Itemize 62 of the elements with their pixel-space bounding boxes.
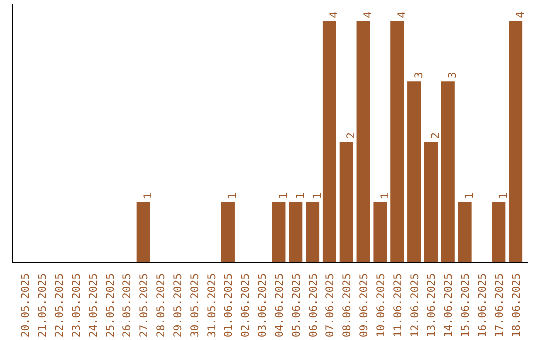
bar bbox=[492, 202, 506, 262]
x-tick-label: 13.06.2025 bbox=[425, 274, 438, 338]
x-tick-label: 24.05.2025 bbox=[86, 274, 100, 338]
x-tick-label: 26.05.2025 bbox=[120, 274, 134, 338]
x-tick-label: 09.06.2025 bbox=[358, 274, 371, 338]
data-label: 4 bbox=[328, 12, 341, 18]
x-tick-label: 11.06.2025 bbox=[391, 274, 404, 338]
bar bbox=[374, 202, 388, 262]
x-tick-label: 31.05.2025 bbox=[205, 274, 218, 338]
bar bbox=[322, 21, 336, 262]
x-tick-label: 20.05.2025 bbox=[19, 274, 32, 338]
x-tick-label: 04.06.2025 bbox=[272, 274, 286, 338]
data-label: 1 bbox=[226, 192, 240, 200]
x-tick-label: 10.06.2025 bbox=[374, 274, 388, 338]
x-tick-label: 07.06.2025 bbox=[324, 274, 337, 338]
x-tick-label: 28.05.2025 bbox=[154, 274, 168, 338]
x-tick-label: 22.05.2025 bbox=[53, 274, 66, 338]
data-label: 3 bbox=[446, 72, 460, 79]
x-tick-label: 27.05.2025 bbox=[138, 274, 151, 338]
data-label: 1 bbox=[496, 192, 510, 200]
bar bbox=[390, 21, 404, 262]
data-label: 1 bbox=[463, 192, 476, 200]
data-label: 4 bbox=[395, 12, 408, 18]
x-tick-label: 05.06.2025 bbox=[290, 274, 303, 338]
data-label: 2 bbox=[344, 132, 358, 139]
x-tick-label: 03.06.2025 bbox=[256, 274, 270, 338]
x-tick-label: 16.06.2025 bbox=[476, 274, 489, 338]
bar bbox=[340, 142, 354, 262]
data-label: 4 bbox=[514, 12, 527, 18]
bar bbox=[509, 21, 523, 262]
bar bbox=[408, 82, 422, 262]
x-tick-label: 25.05.2025 bbox=[104, 274, 117, 338]
data-label: 2 bbox=[429, 132, 442, 139]
x-tick-label: 29.05.2025 bbox=[171, 274, 184, 338]
x-tick-label: 30.05.2025 bbox=[188, 274, 202, 338]
bar bbox=[424, 142, 438, 262]
bar bbox=[136, 202, 150, 262]
x-tick-label: 23.05.2025 bbox=[70, 274, 83, 338]
x-tick-label: 01.06.2025 bbox=[222, 274, 236, 338]
bar bbox=[289, 202, 303, 262]
data-label: 3 bbox=[412, 72, 426, 79]
data-label: 1 bbox=[276, 192, 290, 200]
x-tick-label: 06.06.2025 bbox=[306, 274, 320, 338]
x-tick-label: 12.06.2025 bbox=[408, 274, 422, 338]
bar bbox=[306, 202, 320, 262]
bar bbox=[441, 82, 455, 262]
data-label: 1 bbox=[310, 192, 324, 200]
bar bbox=[272, 202, 286, 262]
bar bbox=[356, 21, 370, 262]
bar bbox=[221, 202, 235, 262]
data-label: 1 bbox=[142, 192, 155, 200]
x-tick-label: 14.06.2025 bbox=[442, 274, 456, 338]
bar bbox=[458, 202, 472, 262]
x-tick-label: 18.06.2025 bbox=[510, 274, 523, 338]
x-tick-label: 17.06.2025 bbox=[492, 274, 506, 338]
data-label: 1 bbox=[294, 192, 307, 200]
data-label: 4 bbox=[362, 12, 375, 18]
x-tick-label: 02.06.2025 bbox=[239, 274, 252, 338]
x-tick-label: 15.06.2025 bbox=[459, 274, 472, 338]
x-tick-label: 08.06.2025 bbox=[340, 274, 354, 338]
data-label: 1 bbox=[378, 192, 392, 200]
x-tick-label: 21.05.2025 bbox=[36, 274, 50, 338]
